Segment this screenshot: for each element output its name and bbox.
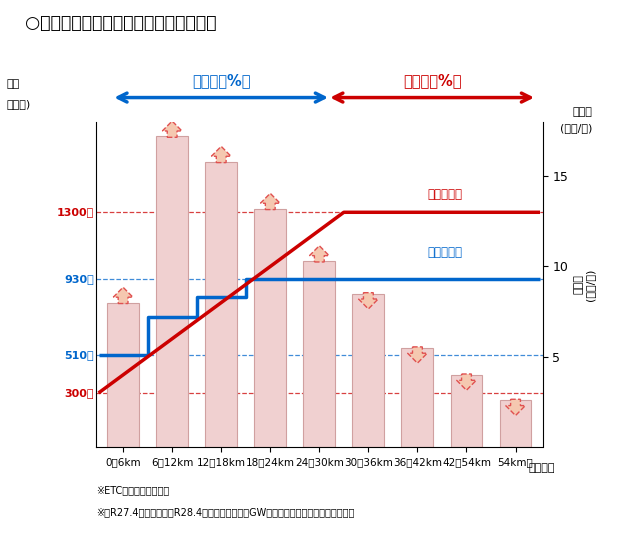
Polygon shape xyxy=(457,374,476,390)
Text: ※ETCデータによる集計: ※ETCデータによる集計 xyxy=(96,485,169,495)
Bar xyxy=(500,400,531,447)
Text: 普通車): 普通車) xyxy=(7,99,31,109)
Polygon shape xyxy=(162,121,182,137)
Text: 1300円: 1300円 xyxy=(56,207,94,217)
Bar xyxy=(156,137,188,447)
Text: 新しい料金: 新しい料金 xyxy=(427,188,463,201)
Text: 300円: 300円 xyxy=(64,388,94,398)
Bar xyxy=(402,348,433,447)
Text: 従来の料金: 従来の料金 xyxy=(427,246,463,259)
Text: 料金: 料金 xyxy=(7,80,20,89)
Text: ※「R27.4の平均」と「R28.4の平均」を比較（GW期間等の特異日は集計から除く）: ※「R27.4の平均」と「R28.4の平均」を比較（GW期間等の特異日は集計から… xyxy=(96,507,355,517)
Polygon shape xyxy=(260,193,280,210)
Y-axis label: 交通量
(千台/日): 交通量 (千台/日) xyxy=(574,268,595,301)
Bar xyxy=(107,302,139,447)
Bar xyxy=(205,162,237,447)
Text: 約１〜４%増: 約１〜４%増 xyxy=(192,73,250,88)
Text: 利用距離: 利用距離 xyxy=(528,463,555,473)
Polygon shape xyxy=(211,146,231,163)
Text: (千台/日): (千台/日) xyxy=(560,123,592,133)
Bar xyxy=(254,209,286,447)
Text: 930円: 930円 xyxy=(64,274,94,284)
Polygon shape xyxy=(358,293,378,309)
Polygon shape xyxy=(407,347,427,363)
Polygon shape xyxy=(309,246,329,262)
Text: ○首都高速の利用距離帯別の交通量変化: ○首都高速の利用距離帯別の交通量変化 xyxy=(25,14,216,31)
Text: 約３〜８%減: 約３〜８%減 xyxy=(403,73,461,88)
Polygon shape xyxy=(113,287,133,304)
Bar xyxy=(352,294,384,447)
Polygon shape xyxy=(506,399,525,416)
Bar xyxy=(451,375,482,447)
Text: 交通量: 交通量 xyxy=(572,107,592,117)
Text: 510円: 510円 xyxy=(64,350,94,360)
Bar xyxy=(303,261,335,447)
